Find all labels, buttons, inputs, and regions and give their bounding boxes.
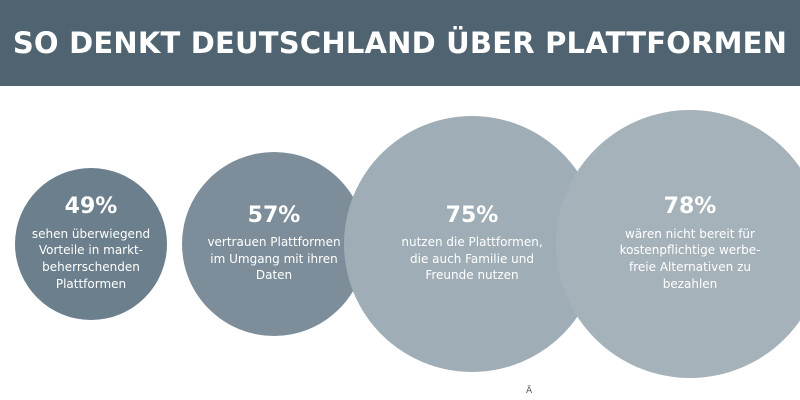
- bubble-2: 57% vertrauen Plattformen im Umgang mit ih…: [182, 152, 366, 336]
- bubble-caption-line: freie Alternativen zu: [629, 260, 751, 275]
- bubble-value-label: 75%: [445, 202, 499, 228]
- bubble-1: 49% sehen überwiegend Vorteile in markt-be…: [15, 168, 167, 320]
- bubble-caption-line: die auch Familie und: [410, 251, 534, 266]
- bubble-caption-line: Freunde nutzen: [425, 268, 519, 283]
- bubble-caption-line: bezahlen: [662, 276, 718, 291]
- bubble-caption: nutzen die Plattformen, die auch Familie …: [401, 234, 542, 284]
- bubble-caption-line: im Umgang mit ihren: [210, 251, 338, 266]
- bubble-caption: sehen überwiegend Vorteile in markt-beher…: [32, 226, 150, 293]
- footer-mark: Ä: [526, 386, 533, 396]
- bubble-caption-line: kostenpflichtige werbe-: [619, 243, 761, 258]
- bubble-value-label: 49%: [64, 194, 118, 220]
- bubble-4: 78% wären nicht bereit für kostenpflichtig…: [556, 110, 800, 378]
- page-title: SO DENKT DEUTSCHLAND ÜBER PLATTFORMEN: [12, 26, 788, 60]
- bubble-caption-line: beherrschenden: [42, 260, 140, 275]
- bubble-caption-line: Vorteile in markt-: [38, 243, 144, 258]
- bubble-caption-line: nutzen die Plattformen,: [401, 234, 543, 249]
- bubble-value-label: 57%: [247, 202, 301, 228]
- bubble-value-label: 78%: [663, 194, 717, 220]
- bubble-caption-line: wären nicht bereit für: [625, 226, 755, 241]
- bubble-caption-line: Daten: [255, 268, 293, 283]
- title-banner: SO DENKT DEUTSCHLAND ÜBER PLATTFORMEN: [0, 0, 800, 86]
- bubble-caption-line: sehen überwiegend: [31, 226, 151, 241]
- bubble-caption: vertrauen Plattformen im Umgang mit ihren…: [207, 234, 340, 284]
- bubble-caption-line: vertrauen Plattformen: [207, 234, 341, 249]
- bubble-caption: wären nicht bereit für kostenpflichtige w…: [620, 226, 761, 293]
- bubble-caption-line: Plattformen: [55, 276, 127, 291]
